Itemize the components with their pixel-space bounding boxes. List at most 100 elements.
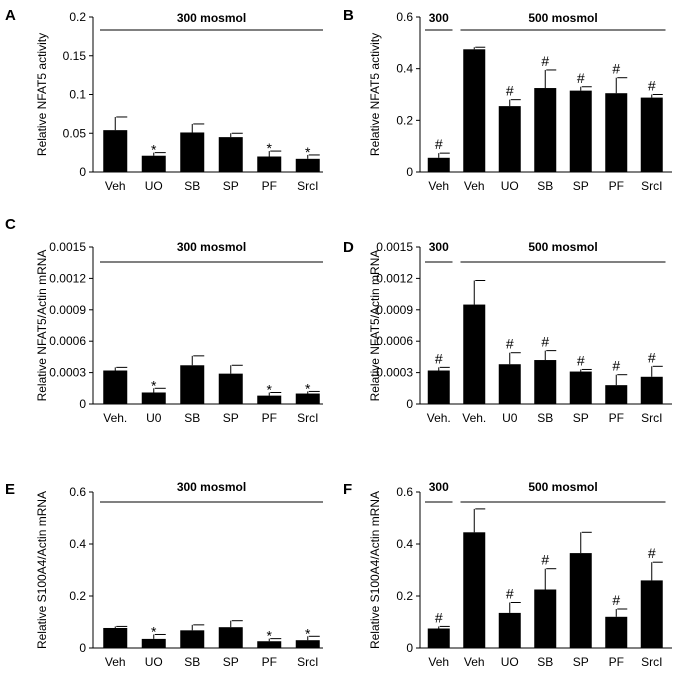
x-tick-label-b-4: SP [573, 179, 589, 193]
x-tick-label-f-2: UO [501, 655, 519, 669]
x-tick-label-a-1: UO [145, 179, 163, 193]
panel-letter-d: D [343, 239, 354, 256]
y-axis-label-c: Relative NFAT5/Actin mRNA [35, 250, 49, 402]
y-axis-label-f: Relative S100A4/Actin mRNA [368, 491, 382, 649]
significance-mark-b-4: # [577, 70, 585, 86]
bar-e-3 [218, 627, 243, 648]
bar-d-1 [463, 304, 486, 404]
significance-mark-d-3: # [541, 334, 549, 350]
x-tick-label-e-3: SP [223, 655, 239, 669]
x-tick-label-d-2: U0 [502, 411, 518, 425]
group-label-e-0: 300 mosmol [177, 480, 246, 494]
y-tick-label-d: 0.0015 [376, 240, 413, 254]
bar-d-3 [534, 360, 557, 404]
x-tick-label-c-0: Veh. [103, 411, 127, 425]
y-tick-label-c: 0.0015 [49, 240, 86, 254]
significance-mark-c-5: * [305, 380, 311, 396]
significance-mark-b-3: # [541, 53, 549, 69]
panel-letter-c: C [5, 216, 16, 233]
x-tick-label-e-1: UO [145, 655, 163, 669]
y-tick-label-c: 0.0009 [49, 303, 86, 317]
bar-c-5 [295, 393, 320, 404]
x-tick-label-f-0: Veh [428, 655, 449, 669]
x-tick-label-b-1: Veh [464, 179, 485, 193]
x-tick-label-f-3: SB [537, 655, 553, 669]
x-tick-label-b-2: UO [501, 179, 519, 193]
x-tick-label-d-1: Veh. [462, 411, 486, 425]
x-tick-label-e-2: SB [184, 655, 200, 669]
y-tick-label-d: 0.0012 [376, 271, 413, 285]
bar-d-5 [605, 385, 628, 404]
x-tick-label-c-3: SP [223, 411, 239, 425]
x-tick-label-c-1: U0 [146, 411, 162, 425]
significance-mark-a-4: * [267, 140, 273, 156]
y-tick-label-e: 0.2 [69, 589, 86, 603]
bar-c-2 [180, 365, 205, 404]
x-tick-label-c-2: SB [184, 411, 200, 425]
group-label-c-0: 300 mosmol [177, 240, 246, 254]
y-tick-label-a: 0.05 [63, 126, 87, 140]
x-tick-label-b-5: PF [609, 179, 624, 193]
significance-mark-f-5: # [612, 592, 620, 608]
bar-f-2 [498, 612, 521, 648]
bar-c-0 [103, 370, 128, 404]
y-tick-label-b: 0 [406, 165, 413, 179]
significance-mark-b-6: # [648, 78, 656, 94]
bar-c-3 [218, 373, 243, 404]
y-tick-label-b: 0.6 [396, 10, 413, 24]
bar-a-1 [141, 155, 166, 172]
y-tick-label-a: 0 [79, 165, 86, 179]
y-tick-label-f: 0.6 [396, 485, 413, 499]
bar-b-0 [427, 157, 450, 172]
group-label-d-0: 300 [429, 240, 449, 254]
x-tick-label-a-2: SB [184, 179, 200, 193]
panel-letter-f: F [343, 481, 352, 498]
y-tick-label-a: 0.2 [69, 10, 86, 24]
bar-b-1 [463, 49, 486, 172]
bar-c-4 [257, 395, 282, 404]
significance-mark-e-4: * [267, 628, 273, 644]
x-tick-label-a-5: SrcI [297, 179, 318, 193]
bar-d-6 [640, 376, 663, 404]
y-tick-label-a: 0.1 [69, 88, 86, 102]
bar-b-3 [534, 88, 557, 172]
bar-d-4 [569, 371, 592, 404]
y-axis-label-a: Relative NFAT5 activity [35, 33, 49, 156]
bar-a-5 [295, 158, 320, 172]
x-tick-label-c-5: SrcI [297, 411, 318, 425]
x-tick-label-b-6: SrcI [641, 179, 662, 193]
bar-f-0 [427, 628, 450, 648]
y-tick-label-c: 0.0006 [49, 334, 86, 348]
bar-f-3 [534, 589, 557, 648]
y-tick-label-b: 0.4 [396, 62, 413, 76]
significance-mark-c-1: * [151, 377, 157, 393]
x-tick-label-f-4: SP [573, 655, 589, 669]
y-tick-label-e: 0.6 [69, 485, 86, 499]
x-tick-label-a-3: SP [223, 179, 239, 193]
y-tick-label-b: 0.2 [396, 113, 413, 127]
bar-e-2 [180, 630, 205, 648]
x-tick-label-e-5: SrcI [297, 655, 318, 669]
bar-b-5 [605, 93, 628, 172]
y-tick-label-c: 0.0012 [49, 271, 86, 285]
panel-letter-e: E [5, 481, 15, 498]
significance-mark-e-5: * [305, 625, 311, 641]
significance-mark-d-4: # [577, 352, 585, 368]
bar-f-1 [463, 532, 486, 648]
significance-mark-c-4: * [267, 381, 273, 397]
bar-a-4 [257, 156, 282, 172]
group-label-f-0: 300 [429, 480, 449, 494]
group-label-d-1: 500 mosmol [528, 240, 597, 254]
bar-a-0 [103, 130, 128, 172]
bar-d-2 [498, 364, 521, 404]
y-tick-label-c: 0 [79, 397, 86, 411]
significance-mark-f-3: # [541, 552, 549, 568]
y-tick-label-d: 0.0009 [376, 303, 413, 317]
x-tick-label-a-4: PF [262, 179, 277, 193]
y-tick-label-f: 0 [406, 641, 413, 655]
x-tick-label-d-5: PF [609, 411, 624, 425]
panel-letter-a: A [5, 7, 16, 24]
bar-f-6 [640, 580, 663, 648]
bar-b-4 [569, 90, 592, 172]
x-tick-label-e-4: PF [262, 655, 277, 669]
